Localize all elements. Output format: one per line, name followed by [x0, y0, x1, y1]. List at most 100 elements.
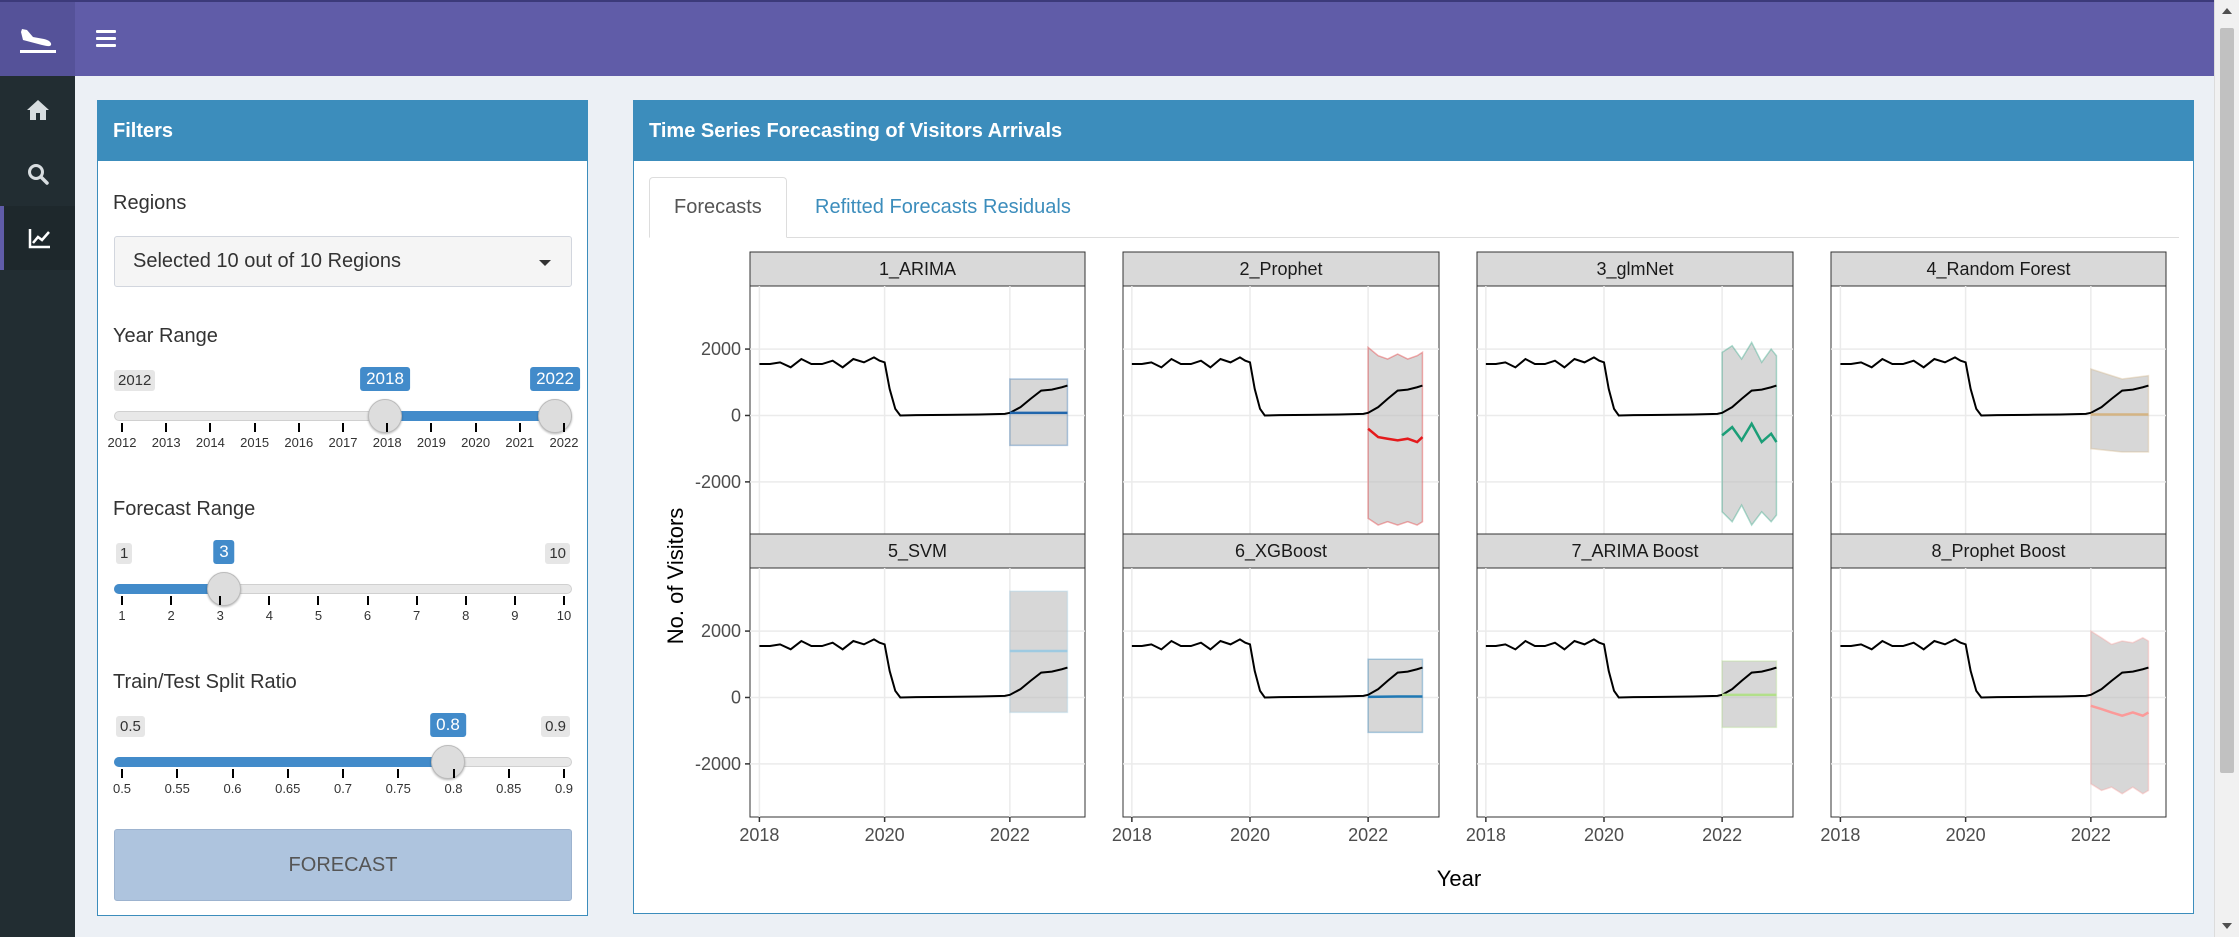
x-tick-label: 2022 — [2071, 825, 2111, 845]
x-tick-label: 2018 — [1112, 825, 1152, 845]
hamburger-icon[interactable] — [96, 30, 116, 50]
x-tick-label: 2020 — [1946, 825, 1986, 845]
sidebar — [0, 76, 75, 937]
x-tick-label: 2020 — [1230, 825, 1270, 845]
x-tick-label: 2018 — [1466, 825, 1506, 845]
scroll-thumb[interactable] — [2220, 28, 2234, 773]
facet-strip — [749, 251, 1086, 287]
facet-panel: 5_SVM 2018 2020 2022 2000 0 -2000 — [695, 533, 1086, 845]
slider-tick-label: 0.8 — [444, 781, 463, 796]
facet-strip — [1476, 251, 1794, 287]
slider-tick-label: 10 — [556, 608, 572, 623]
forecast-button[interactable]: FORECAST — [114, 829, 572, 901]
actual-series-line — [1840, 356, 2149, 417]
slider-tick-label: 2021 — [505, 435, 535, 450]
slider-tick-label: 2016 — [284, 435, 314, 450]
year-range-slider[interactable]: 2012 2018 2022 2012 2013 2014 2015 2016 2017 2… — [108, 367, 580, 453]
slider-tick-label: 2018 — [372, 435, 402, 450]
slider-tick — [231, 769, 234, 778]
slider-tick-label: 0.65 — [275, 781, 301, 796]
sidebar-item-forecast[interactable] — [0, 206, 75, 270]
confidence-band — [1721, 340, 1778, 527]
split-value-bubble: 0.8 — [430, 713, 466, 737]
actual-series-line — [1131, 356, 1423, 417]
split-ticks: 0.5 0.55 0.6 0.65 0.7 0.75 0.8 0.85 0.9 — [113, 769, 573, 799]
slider-tick-label: 9 — [511, 608, 519, 623]
slider-tick — [415, 596, 418, 605]
slider-tick — [219, 596, 222, 605]
sidebar-item-search[interactable] — [0, 142, 75, 206]
slider-tick-label: 2015 — [240, 435, 270, 450]
line-chart-icon — [28, 229, 50, 249]
split-min-label: 0.5 — [116, 716, 145, 737]
chevron-down-icon — [539, 260, 551, 266]
facet-strip — [1476, 533, 1794, 569]
facet-label: 1_ARIMA — [879, 259, 956, 280]
slider-tick-label: 0.7 — [333, 781, 353, 796]
split-handle[interactable] — [431, 745, 465, 779]
slider-tick-label: 0.85 — [496, 781, 522, 796]
actual-series-line — [759, 638, 1068, 699]
split-ratio-label: Train/Test Split Ratio — [113, 671, 297, 693]
scroll-up-arrow[interactable] — [2222, 8, 2232, 14]
facet-panel: 8_Prophet Boost 2018 2020 2022 — [1820, 533, 2167, 845]
airplane-landing-icon — [19, 29, 56, 53]
facet-label: 4_Random Forest — [1926, 259, 2070, 280]
regions-select[interactable]: Selected 10 out of 10 Regions — [114, 236, 572, 287]
x-tick-label: 2018 — [1820, 825, 1860, 845]
slider-tick-label: 6 — [363, 608, 372, 623]
slider-tick-label: 2020 — [461, 435, 491, 450]
actual-series-line — [1485, 638, 1777, 699]
slider-tick — [507, 769, 510, 778]
year-ticks: 2012 2013 2014 2015 2016 2017 2018 2019 2020 2021… — [108, 423, 578, 453]
slider-tick — [286, 769, 289, 778]
facet-panel: 2_Prophet — [1122, 251, 1440, 536]
slider-tick — [518, 423, 521, 432]
facet-label: 3_glmNet — [1596, 259, 1673, 280]
slider-tick-label: 2012 — [107, 435, 137, 450]
slider-tick — [317, 596, 320, 605]
scroll-down-arrow[interactable] — [2222, 923, 2232, 929]
forecast-chart: 1_ARIMA 2000 0 -2000 2_Prophet 3_glmNet 4_Rand… — [663, 251, 2167, 891]
tab-refitted-forecasts[interactable]: Refitted Forecasts — [815, 196, 978, 218]
forecast-series-line — [2090, 704, 2150, 718]
year-min-label: 2012 — [114, 370, 156, 391]
scrollbar[interactable] — [2214, 0, 2239, 937]
tab-residuals[interactable]: Residuals — [983, 196, 1071, 218]
top-navbar — [0, 0, 2239, 78]
slider-tick — [563, 769, 565, 778]
forecast-series-line — [1367, 427, 1424, 444]
slider-tick — [342, 769, 344, 778]
forecast-handle[interactable] — [207, 572, 241, 606]
y-tick-label: 0 — [731, 405, 741, 425]
slider-tick — [170, 596, 173, 605]
y-tick-label: 2000 — [701, 621, 741, 641]
slider-tick — [513, 596, 516, 605]
slider-tick-label: 5 — [314, 608, 323, 623]
slider-tick — [165, 423, 168, 432]
slider-tick-label: 2013 — [151, 435, 181, 450]
y-tick-label: -2000 — [695, 754, 741, 774]
x-tick-label: 2022 — [1348, 825, 1388, 845]
tab-forecasts[interactable]: Forecasts — [649, 177, 787, 238]
tab-bar: Forecasts Refitted Forecasts Residuals — [649, 177, 2179, 238]
forecast-min-label: 1 — [116, 543, 133, 564]
facet-panel: 4_Random Forest — [1830, 251, 2167, 536]
slider-tick — [430, 423, 433, 432]
year-high-handle[interactable] — [538, 399, 572, 433]
facet-strip — [1830, 251, 2167, 287]
year-low-handle[interactable] — [368, 399, 402, 433]
x-tick-label: 2022 — [990, 825, 1030, 845]
sidebar-item-home[interactable] — [0, 78, 75, 142]
slider-tick-label: 2022 — [549, 435, 579, 450]
split-ratio-slider[interactable]: 0.5 0.9 0.8 0.5 0.55 0.6 0.65 0.7 0.75 0.8 0.85… — [113, 713, 573, 799]
logo[interactable] — [0, 2, 75, 78]
y-tick-label: -2000 — [695, 472, 741, 492]
facet-strip — [749, 533, 1086, 569]
regions-label: Regions — [113, 192, 187, 214]
forecast-range-slider[interactable]: 1 10 3 1 2 3 4 5 6 7 8 9 10 — [114, 540, 572, 626]
slider-tick — [474, 423, 477, 432]
facet-label: 2_Prophet — [1239, 259, 1322, 280]
slider-tick — [121, 769, 123, 778]
slider-tick-label: 2 — [167, 608, 175, 623]
